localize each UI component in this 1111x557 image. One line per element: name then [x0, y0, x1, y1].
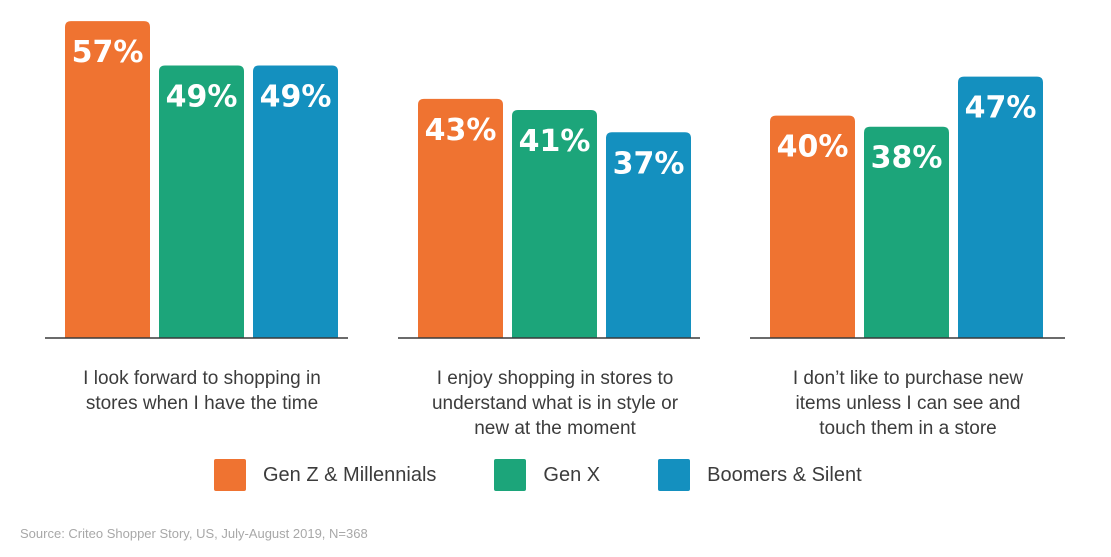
legend-swatch-gen-z-millennials: [214, 459, 246, 491]
bar-2-2: [512, 110, 597, 338]
value-label-3-1: 40%: [777, 130, 849, 165]
bar-1-3: [253, 65, 338, 338]
bar-1-1: [65, 21, 150, 339]
category-label-2-line-2: understand what is in style or: [432, 393, 679, 414]
value-label-1-3: 49%: [260, 80, 332, 115]
bar-2-3: [606, 132, 691, 338]
bar-3-1: [770, 115, 855, 338]
legend: Gen Z & Millennials Gen X Boomers & Sile…: [214, 458, 920, 492]
value-label-3-3: 47%: [965, 91, 1037, 126]
bar-1-2: [159, 65, 244, 338]
category-label-3-line-1: I don’t like to purchase new: [793, 368, 1024, 389]
category-label-3-line-3: touch them in a store: [819, 418, 996, 439]
bar-chart: 57% 49% 49% I look forward to shopping in st…: [45, 21, 1065, 439]
legend-label-boomers-silent: Boomers & Silent: [707, 463, 862, 486]
value-label-3-2: 38%: [871, 141, 943, 176]
value-label-2-1: 43%: [425, 113, 497, 148]
value-label-2-3: 37%: [613, 146, 685, 181]
bar-3-2: [864, 126, 949, 338]
category-label-3-line-2: items unless I can see and: [796, 393, 1021, 414]
bar-3-3: [958, 76, 1043, 339]
legend-item-gen-z-millennials: Gen Z & Millennials: [214, 459, 436, 491]
legend-label-gen-z-millennials: Gen Z & Millennials: [263, 463, 437, 486]
value-label-1-1: 57%: [72, 35, 144, 70]
category-label-1-line-1: I look forward to shopping in: [83, 368, 321, 389]
legend-swatch-gen-x: [494, 459, 527, 491]
legend-label-gen-x: Gen X: [543, 463, 601, 486]
category-label-1-line-2: stores when I have the time: [86, 393, 318, 414]
legend-swatch-boomers-silent: [658, 459, 691, 491]
legend-item-gen-x: Gen X: [494, 459, 600, 491]
category-label-2-line-3: new at the moment: [474, 418, 636, 439]
value-label-2-2: 41%: [519, 124, 591, 159]
bar-2-1: [418, 98, 503, 338]
value-label-1-2: 49%: [166, 80, 238, 115]
legend-item-boomers-silent: Boomers & Silent: [658, 459, 862, 491]
source-note: Source: Criteo Shopper Story, US, July-A…: [20, 526, 368, 541]
category-label-2-line-1: I enjoy shopping in stores to: [437, 368, 674, 389]
